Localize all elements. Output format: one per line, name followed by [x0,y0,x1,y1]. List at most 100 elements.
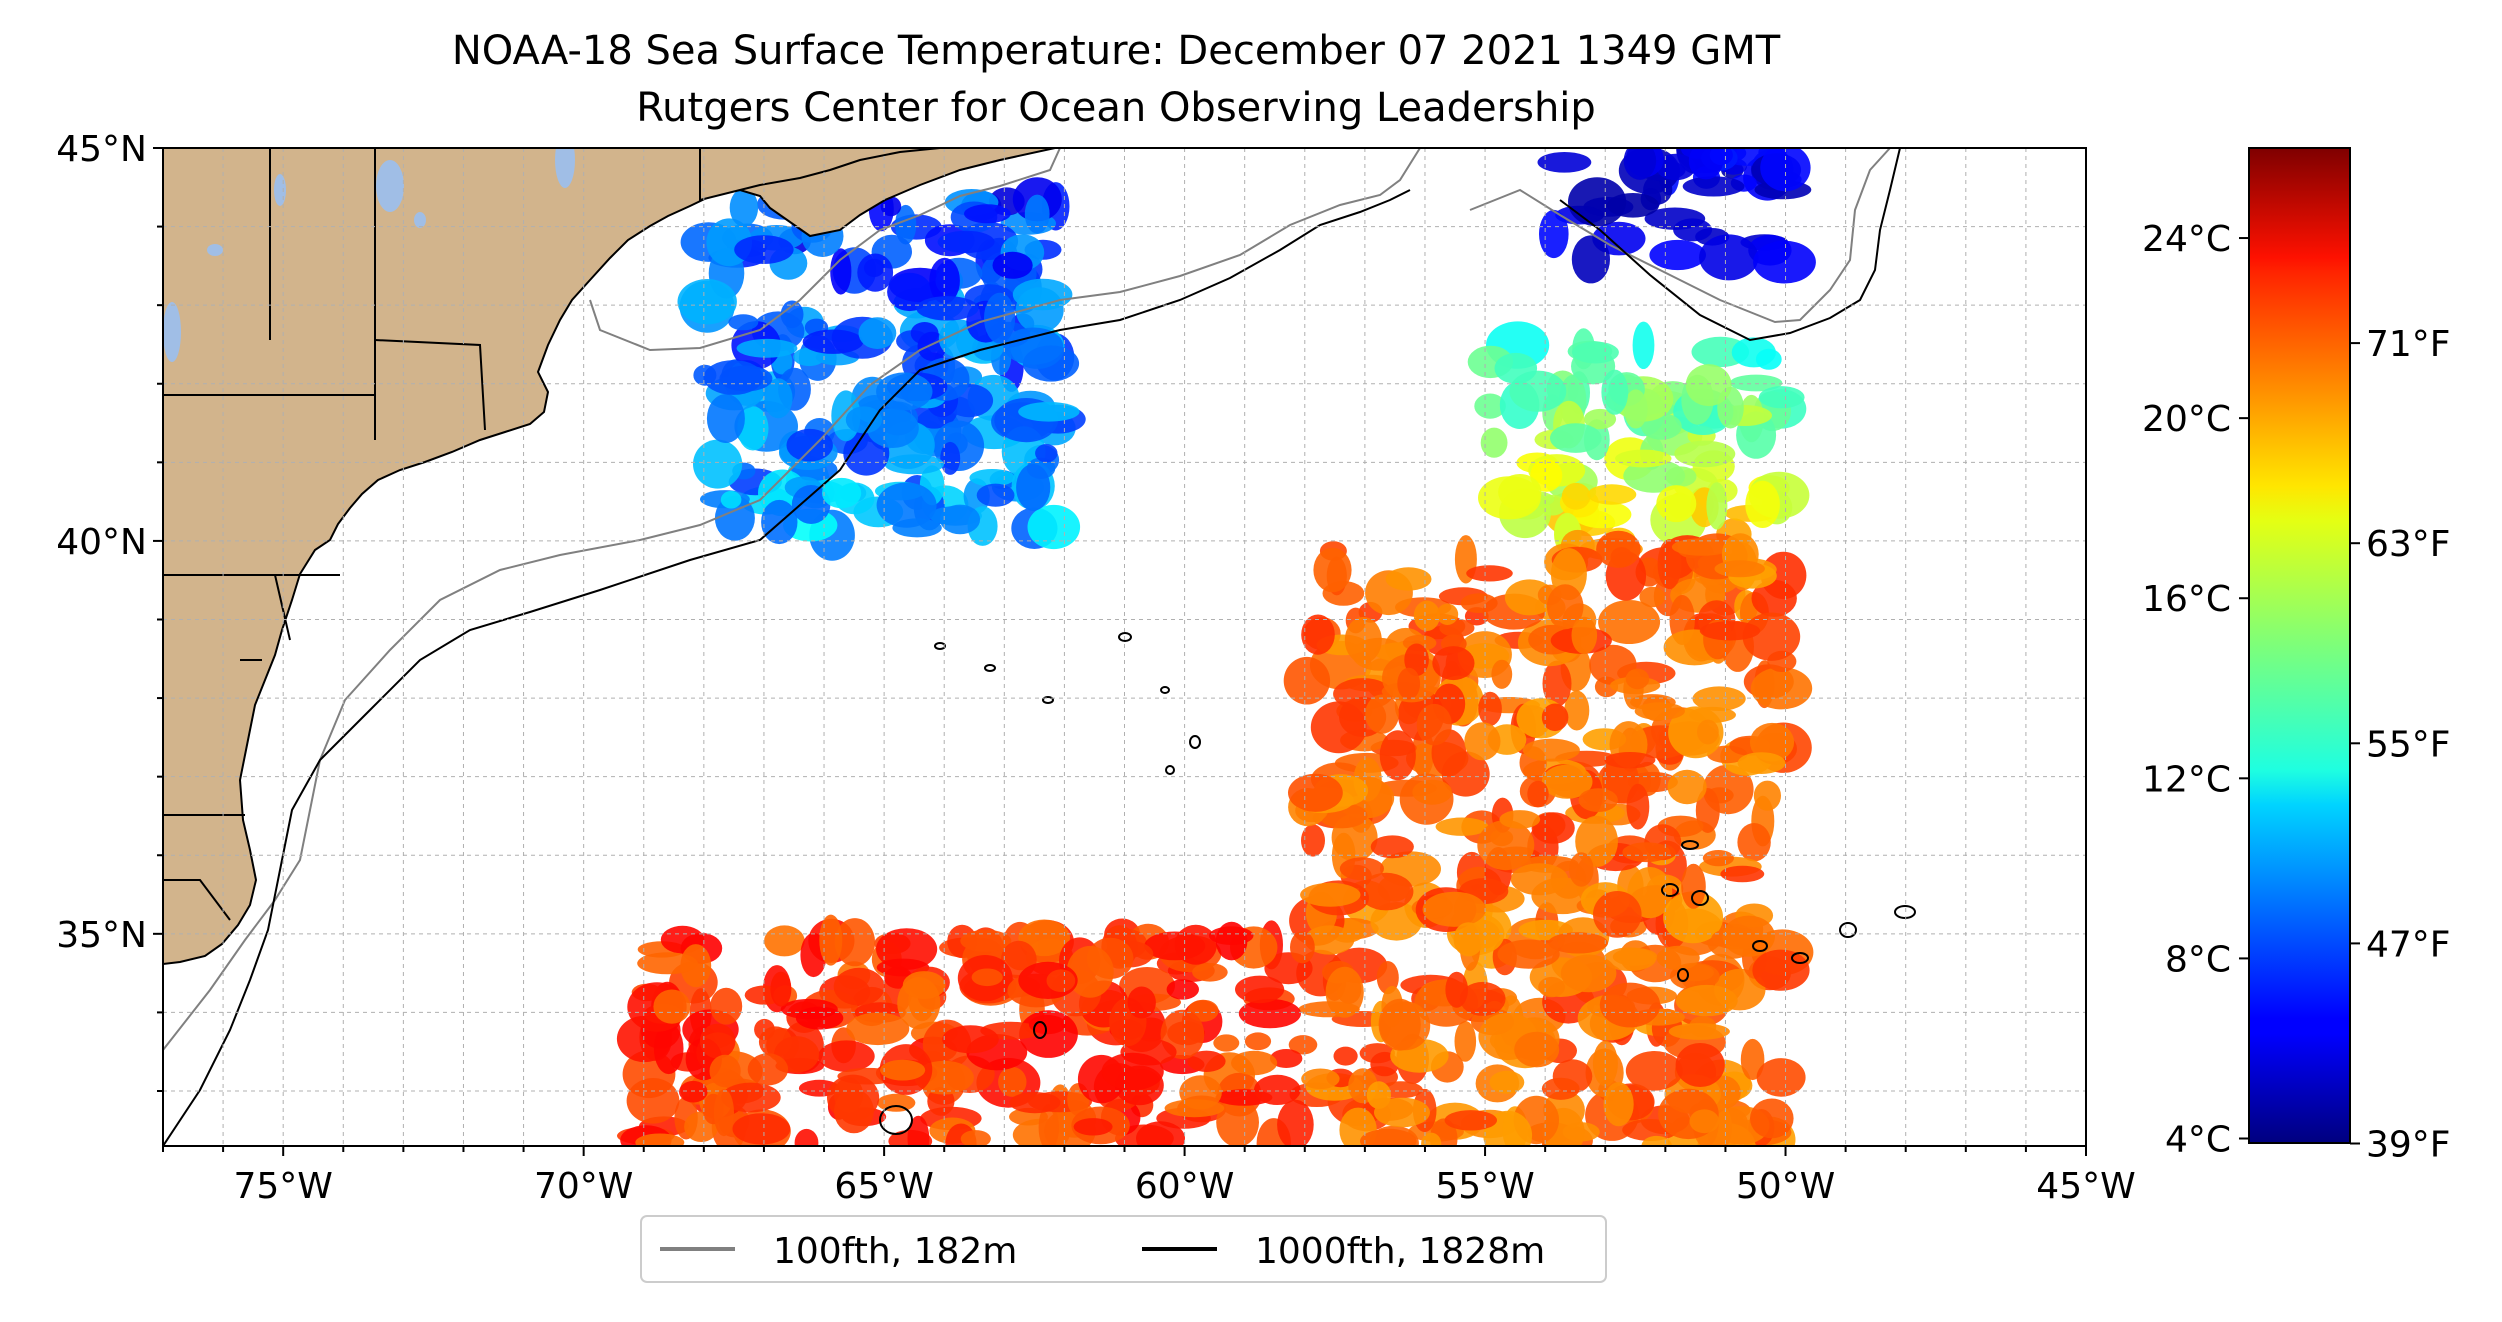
sst-pixel-blob [795,1006,844,1030]
sst-pixel-blob [969,469,1015,487]
sst-pixel-blob [1760,148,1811,192]
sst-pixel-blob [1749,722,1795,762]
sst-pixel-blob [976,483,1015,507]
sst-pixel-blob [728,314,759,331]
sst-pixel-blob [834,918,876,967]
sst-pixel-blob [818,1040,875,1072]
sst-pixel-blob [887,272,933,312]
sst-pixel-blob [1270,1049,1303,1068]
chart-title-line2: Rutgers Center for Ocean Observing Leade… [636,85,1596,131]
x-tick-label: 70°W [534,1166,633,1207]
sst-pixel-blob [998,1066,1027,1097]
sst-pixel-blob [1692,686,1746,711]
sst-pixel-blob [1066,945,1114,998]
sst-pixel-blob [1370,835,1414,859]
sst-pixel-blob [1444,1110,1498,1131]
sst-pixel-blob [793,347,826,367]
sst-pixel-blob [1539,209,1569,259]
sst-pixel-blob [1344,617,1382,664]
sst-pixel-blob [846,1012,910,1046]
sst-pixel-blob [1478,691,1502,726]
sst-pixel-blob [1625,1051,1683,1091]
sst-pixel-blob [1012,278,1073,311]
sst-pixel-blob [1623,459,1686,493]
sst-pixel-blob [1166,979,1200,1000]
sst-pixel-blob [1541,764,1593,799]
sst-pixel-blob [880,1059,926,1081]
sst-pixel-blob [763,378,793,419]
sst-pixel-blob [1750,1098,1794,1139]
sst-pixel-blob [1604,752,1656,769]
sst-pixel-blob [1480,427,1508,458]
sst-pixel-blob [1489,1070,1525,1094]
sst-pixel-blob [907,1115,930,1146]
y-tick-label: 35°N [56,915,147,956]
sst-pixel-blob [1288,1035,1318,1055]
sst-pixel-blob [1758,386,1805,409]
sst-pixel-blob [679,1080,708,1103]
sst-pixel-blob [1695,788,1720,833]
sst-pixel-blob [734,235,794,264]
sst-pixel-blob [1682,176,1745,197]
sst-pixel-blob [1598,600,1661,644]
sst-pixel-blob [1578,788,1618,812]
sst-region [1537,148,1816,284]
sst-pixel-blob [1454,1021,1477,1062]
sst-pixel-blob [1136,1121,1185,1146]
sst-pixel-blob [1607,193,1659,218]
sst-pixel-blob [1737,823,1771,862]
colorbar-label-c: 20°C [2142,399,2231,440]
sst-pixel-blob [1656,485,1697,523]
sst-pixel-blob [1583,408,1617,430]
sst-pixel-blob [1385,567,1432,591]
sst-pixel-blob [1649,239,1706,271]
sst-pixel-blob [1499,810,1541,829]
sst-pixel-blob [971,968,1003,987]
sst-pixel-blob [1522,738,1580,762]
sst-pixel-blob [1413,600,1440,631]
sst-pixel-blob [1164,1099,1225,1118]
sst-pixel-blob [710,987,743,1025]
map-clip-group [163,148,1916,1146]
sst-pixel-blob [1601,369,1629,415]
sst-pixel-blob [721,1082,781,1113]
sst-pixel-blob [830,248,852,295]
isobath-100fth-gulf [589,148,1061,352]
sst-pixel-blob [1300,882,1361,907]
x-tick-label: 55°W [1435,1166,1534,1207]
sst-pixel-blob [895,204,917,245]
sst-pixel-blob [1548,932,1608,954]
y-tick-label: 40°N [56,522,147,563]
sst-pixel-blob [1537,152,1592,173]
sst-pixel-blob [703,360,764,395]
sst-pixel-blob [1750,667,1813,710]
colorbar-label-f: 55°F [2366,724,2451,765]
sst-pixel-blob [1714,560,1765,578]
sst-pixel-blob [1560,954,1617,993]
colorbar-label-f: 71°F [2366,324,2451,365]
sst-pixel-blob [729,188,759,227]
sst-pixel-blob [1632,321,1655,369]
colorbar: 4°C 8°C 12°C 16°C 20°C 24°C 39°F 47°F 55°F 63°F 71… [2142,147,2451,1166]
sst-pixel-blob [1674,440,1736,468]
sst-pixel-blob [1231,1050,1278,1076]
sst-pixel-blob [720,490,742,509]
sst-pixel-blob [877,1093,916,1112]
sst-pixel-blob [1641,1135,1672,1146]
sst-pixel-blob [1127,986,1156,1019]
sst-pixel-blob [1374,1097,1430,1128]
legend-label-100fth: 100fth, 182m [773,1231,1017,1272]
sst-pixel-blob [1416,703,1452,746]
colorbar-label-c: 12°C [2142,759,2231,800]
sst-pixel-blob [1615,449,1672,468]
sst-pixel-blob [1436,603,1459,625]
sst-pixel-blob [732,1113,791,1145]
sst-pixel-blob [1421,1132,1442,1146]
sst-pixel-blob [1376,961,1399,995]
sst-pixel-blob [709,1054,741,1088]
sst-pixel-blob [1675,984,1738,1017]
sst-pixel-blob [747,1053,789,1086]
sst-pixel-blob [1655,153,1696,181]
sst-pixel-blob [1722,915,1776,957]
